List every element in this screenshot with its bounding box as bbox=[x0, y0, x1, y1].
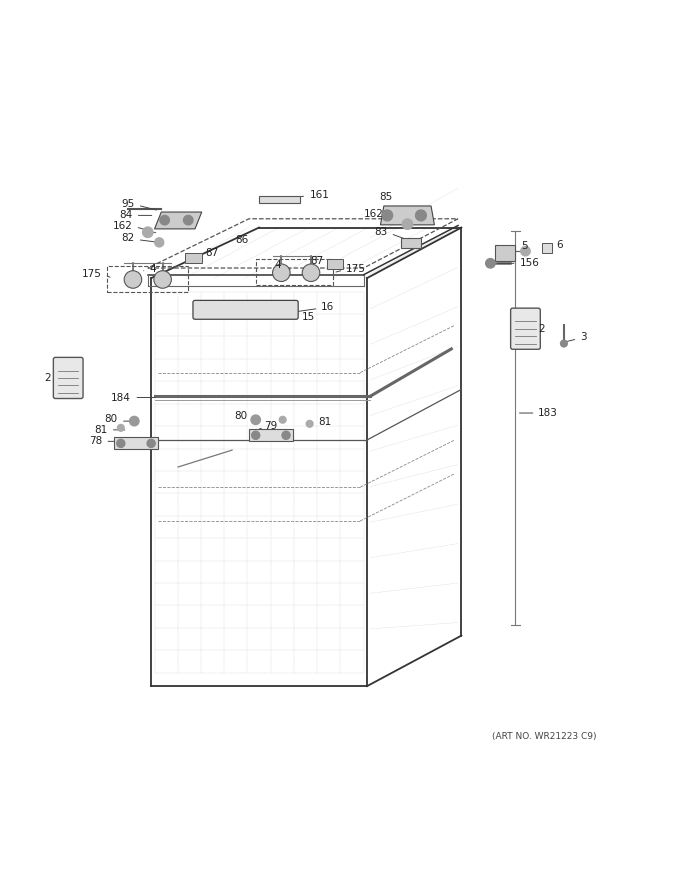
Text: 3: 3 bbox=[580, 333, 587, 342]
Circle shape bbox=[521, 246, 530, 256]
Text: 162: 162 bbox=[364, 209, 384, 219]
Text: 4: 4 bbox=[149, 264, 156, 274]
Polygon shape bbox=[543, 243, 552, 253]
Text: 85: 85 bbox=[379, 192, 392, 202]
Circle shape bbox=[117, 439, 125, 447]
Text: 81: 81 bbox=[94, 425, 107, 435]
Text: 5: 5 bbox=[521, 241, 528, 251]
Circle shape bbox=[130, 416, 139, 426]
Polygon shape bbox=[114, 437, 158, 450]
Text: 184: 184 bbox=[111, 392, 131, 402]
Circle shape bbox=[252, 431, 260, 439]
Polygon shape bbox=[259, 196, 299, 202]
FancyBboxPatch shape bbox=[511, 308, 541, 349]
Text: 87: 87 bbox=[205, 248, 218, 258]
Text: 78: 78 bbox=[88, 436, 102, 446]
Text: 81: 81 bbox=[318, 417, 332, 427]
Polygon shape bbox=[185, 253, 202, 262]
Text: 80: 80 bbox=[104, 414, 118, 424]
Text: (ART NO. WR21223 C9): (ART NO. WR21223 C9) bbox=[492, 732, 596, 741]
Circle shape bbox=[381, 210, 392, 221]
Text: 87: 87 bbox=[310, 255, 323, 266]
Text: 84: 84 bbox=[119, 210, 133, 220]
Polygon shape bbox=[326, 260, 343, 269]
Circle shape bbox=[306, 421, 313, 427]
Circle shape bbox=[282, 431, 290, 439]
Text: 161: 161 bbox=[309, 190, 330, 200]
Text: 2: 2 bbox=[539, 324, 545, 334]
Text: 2: 2 bbox=[45, 373, 51, 383]
Circle shape bbox=[486, 259, 495, 268]
Circle shape bbox=[273, 264, 290, 282]
Text: 156: 156 bbox=[520, 259, 539, 268]
Text: 83: 83 bbox=[374, 227, 387, 238]
Circle shape bbox=[147, 439, 155, 447]
Circle shape bbox=[160, 216, 169, 225]
Circle shape bbox=[302, 264, 320, 282]
Polygon shape bbox=[495, 246, 515, 260]
FancyBboxPatch shape bbox=[53, 357, 83, 399]
Circle shape bbox=[184, 216, 193, 225]
Circle shape bbox=[118, 424, 124, 431]
Circle shape bbox=[560, 341, 567, 347]
Circle shape bbox=[415, 210, 426, 221]
Polygon shape bbox=[154, 212, 202, 229]
Circle shape bbox=[142, 227, 153, 238]
Text: 79: 79 bbox=[265, 421, 277, 431]
Text: 86: 86 bbox=[235, 235, 249, 245]
Circle shape bbox=[251, 415, 260, 424]
Polygon shape bbox=[381, 206, 435, 225]
Polygon shape bbox=[401, 238, 421, 248]
Circle shape bbox=[154, 238, 164, 247]
Circle shape bbox=[402, 219, 413, 230]
Text: 183: 183 bbox=[539, 408, 558, 418]
Text: 82: 82 bbox=[121, 233, 134, 244]
Text: 162: 162 bbox=[112, 221, 133, 231]
Text: 4: 4 bbox=[275, 260, 282, 269]
Text: 6: 6 bbox=[556, 240, 562, 250]
Text: 15: 15 bbox=[302, 312, 316, 321]
Circle shape bbox=[124, 271, 141, 289]
Text: 16: 16 bbox=[321, 302, 335, 312]
Text: 175: 175 bbox=[346, 264, 366, 274]
Text: 175: 175 bbox=[82, 269, 102, 279]
FancyBboxPatch shape bbox=[193, 300, 299, 319]
Text: 80: 80 bbox=[235, 411, 248, 422]
Circle shape bbox=[154, 271, 171, 289]
Polygon shape bbox=[249, 429, 293, 442]
Text: 95: 95 bbox=[121, 199, 134, 209]
Circle shape bbox=[279, 416, 286, 423]
